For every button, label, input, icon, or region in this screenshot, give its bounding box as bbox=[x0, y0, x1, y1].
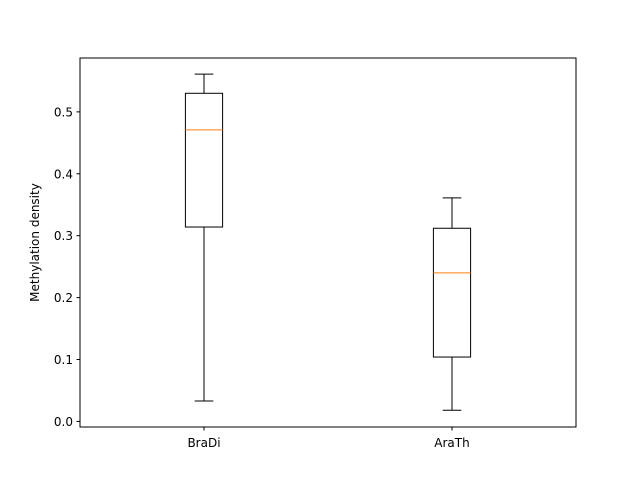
y-tick-label: 0.1 bbox=[54, 353, 73, 367]
box-bradi bbox=[184, 73, 224, 402]
y-axis-label: Methylation density bbox=[28, 183, 42, 302]
y-tick-label: 0.4 bbox=[54, 167, 73, 181]
x-axis: BraDi AraTh bbox=[187, 427, 470, 450]
boxes-group bbox=[184, 73, 472, 411]
axes-frame bbox=[79, 57, 577, 428]
box-arath bbox=[432, 197, 472, 411]
x-tick-label: BraDi bbox=[187, 436, 220, 450]
y-tick-label: 0.5 bbox=[54, 105, 73, 119]
box-body bbox=[432, 227, 472, 358]
box-body bbox=[184, 92, 224, 228]
x-tick-label: AraTh bbox=[434, 436, 469, 450]
y-tick-label: 0.3 bbox=[54, 229, 73, 243]
y-tick-label: 0.2 bbox=[54, 291, 73, 305]
y-tick-label: 0.0 bbox=[54, 415, 73, 429]
y-axis: 0.0 0.1 0.2 0.3 0.4 0.5 bbox=[54, 105, 80, 429]
